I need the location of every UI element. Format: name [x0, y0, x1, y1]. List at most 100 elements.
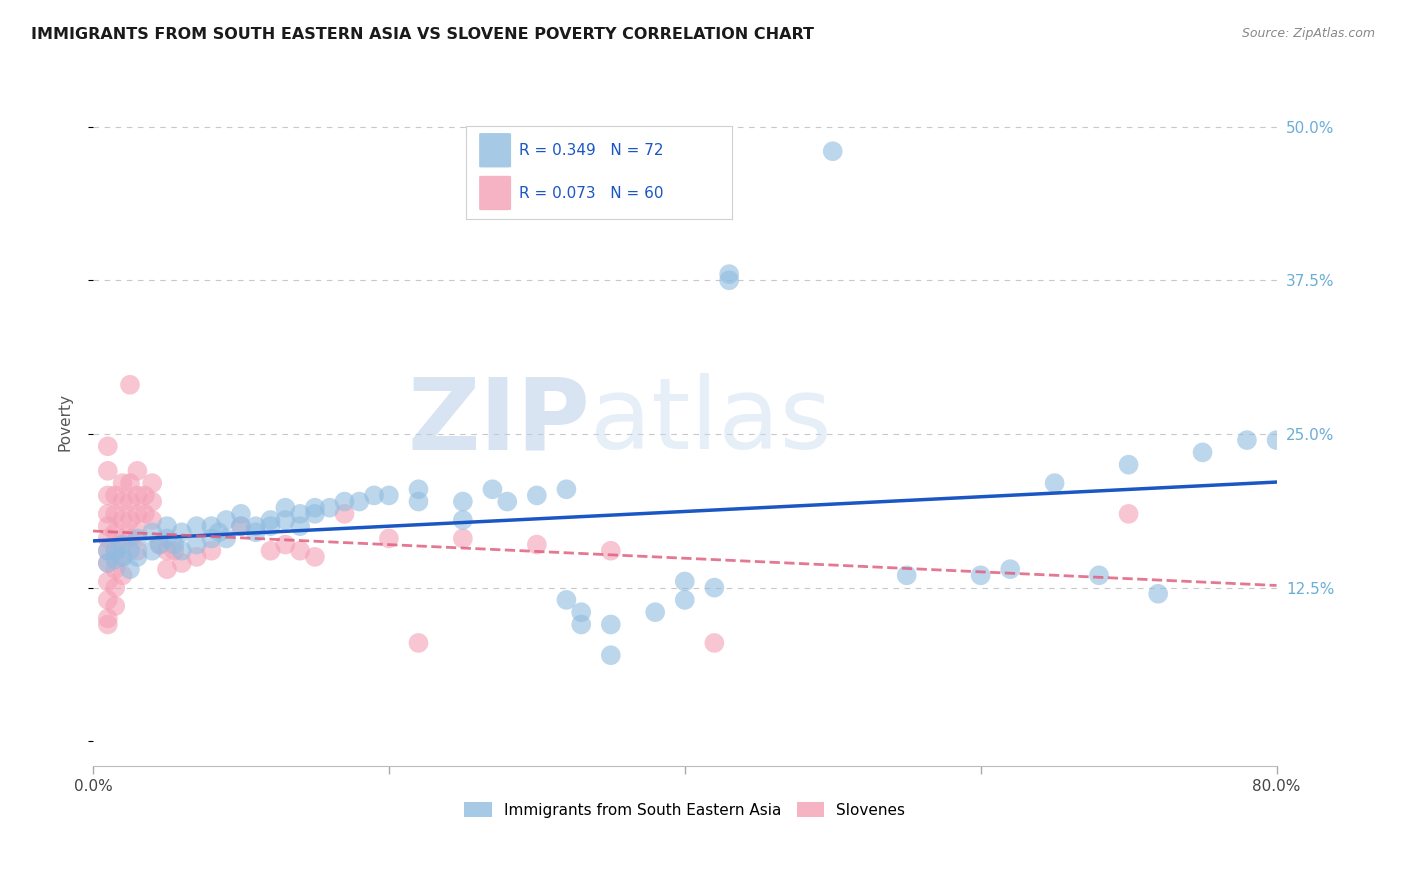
- Point: [451, 513, 474, 527]
- Point: [97, 611, 120, 625]
- Text: ZIP: ZIP: [408, 373, 591, 470]
- Point: [599, 617, 621, 632]
- Point: [481, 483, 503, 497]
- Point: [333, 507, 356, 521]
- Point: [229, 519, 252, 533]
- Point: [118, 513, 141, 527]
- Point: [111, 494, 134, 508]
- Point: [141, 543, 163, 558]
- Point: [134, 507, 156, 521]
- Point: [141, 513, 163, 527]
- Point: [259, 543, 281, 558]
- Point: [97, 488, 120, 502]
- Point: [118, 532, 141, 546]
- Point: [127, 549, 149, 564]
- Point: [245, 525, 267, 540]
- Point: [208, 525, 231, 540]
- Point: [97, 439, 120, 453]
- Point: [896, 568, 918, 582]
- Point: [156, 532, 179, 546]
- Point: [378, 532, 401, 546]
- Y-axis label: Poverty: Poverty: [58, 392, 72, 450]
- Point: [97, 543, 120, 558]
- Point: [97, 519, 120, 533]
- Point: [349, 494, 371, 508]
- Point: [821, 145, 844, 159]
- Point: [127, 488, 149, 502]
- Point: [1236, 433, 1258, 447]
- Point: [97, 617, 120, 632]
- Point: [1088, 568, 1111, 582]
- Point: [274, 513, 297, 527]
- Point: [111, 476, 134, 491]
- Point: [229, 519, 252, 533]
- Point: [288, 543, 311, 558]
- Point: [569, 605, 592, 619]
- Point: [408, 483, 430, 497]
- Point: [259, 513, 281, 527]
- Point: [141, 525, 163, 540]
- Point: [170, 543, 193, 558]
- Point: [149, 538, 172, 552]
- Point: [969, 568, 991, 582]
- Point: [673, 593, 696, 607]
- Point: [149, 538, 172, 552]
- Point: [111, 538, 134, 552]
- Point: [156, 543, 179, 558]
- Point: [274, 538, 297, 552]
- Point: [127, 532, 149, 546]
- Point: [163, 543, 186, 558]
- Point: [703, 636, 725, 650]
- Point: [1147, 587, 1170, 601]
- Point: [304, 507, 326, 521]
- Point: [127, 543, 149, 558]
- Point: [304, 549, 326, 564]
- Point: [673, 574, 696, 589]
- Point: [170, 556, 193, 570]
- Point: [408, 494, 430, 508]
- Point: [111, 549, 134, 564]
- Point: [97, 556, 120, 570]
- Point: [97, 532, 120, 546]
- Point: [186, 538, 208, 552]
- Point: [1043, 476, 1066, 491]
- Point: [127, 464, 149, 478]
- Point: [118, 476, 141, 491]
- Point: [215, 532, 238, 546]
- Point: [156, 519, 179, 533]
- Point: [104, 488, 127, 502]
- Text: Source: ZipAtlas.com: Source: ZipAtlas.com: [1241, 27, 1375, 40]
- Point: [245, 519, 267, 533]
- Point: [118, 543, 141, 558]
- Point: [97, 464, 120, 478]
- Point: [333, 494, 356, 508]
- Point: [1118, 507, 1140, 521]
- Point: [569, 617, 592, 632]
- Point: [104, 599, 127, 613]
- Point: [163, 538, 186, 552]
- Point: [200, 519, 222, 533]
- Point: [1265, 433, 1288, 447]
- Point: [599, 648, 621, 663]
- Point: [1000, 562, 1022, 576]
- Point: [111, 513, 134, 527]
- Point: [97, 593, 120, 607]
- Point: [111, 568, 134, 582]
- Legend: Immigrants from South Eastern Asia, Slovenes: Immigrants from South Eastern Asia, Slov…: [458, 796, 911, 823]
- Point: [97, 556, 120, 570]
- Text: atlas: atlas: [591, 373, 832, 470]
- Point: [118, 377, 141, 392]
- Point: [229, 507, 252, 521]
- Point: [186, 549, 208, 564]
- Point: [104, 581, 127, 595]
- Point: [200, 532, 222, 546]
- Point: [104, 525, 127, 540]
- Point: [451, 494, 474, 508]
- Point: [319, 500, 342, 515]
- Point: [1118, 458, 1140, 472]
- Point: [156, 562, 179, 576]
- Point: [644, 605, 666, 619]
- Point: [599, 543, 621, 558]
- Point: [215, 513, 238, 527]
- Point: [718, 267, 741, 281]
